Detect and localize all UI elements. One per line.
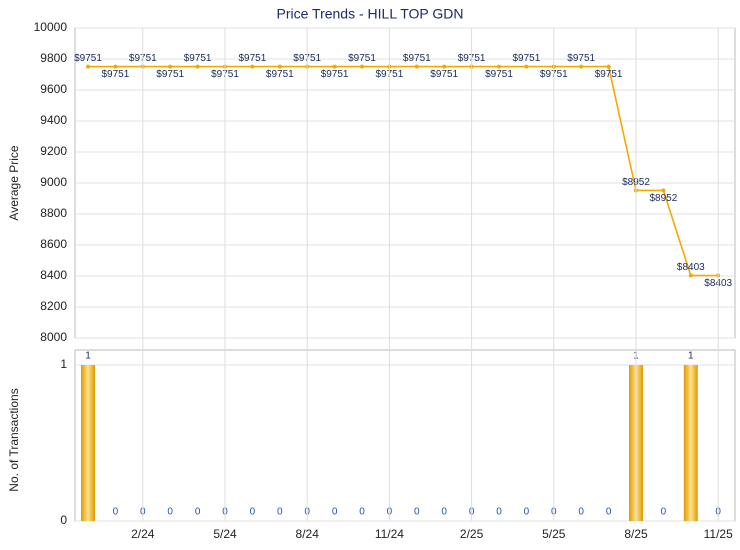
y-tick-label: 8800 (40, 206, 67, 220)
y-tick-label: 8000 (40, 330, 67, 344)
point (414, 64, 419, 69)
data-label: $9751 (101, 69, 129, 80)
x-tick-label: 8/25 (624, 527, 648, 541)
y-tick-label: 9000 (40, 175, 67, 189)
data-label: 0 (113, 507, 119, 518)
x-tick-label: 2/24 (131, 527, 155, 541)
data-label: 0 (524, 507, 530, 518)
data-label: 0 (441, 507, 447, 518)
data-label: $9751 (184, 53, 212, 64)
point (524, 64, 529, 69)
data-label: 1 (85, 351, 91, 362)
data-label: 0 (195, 507, 201, 518)
point (497, 64, 501, 69)
x-tick-label: 8/24 (296, 527, 320, 541)
data-label: $9751 (403, 53, 431, 64)
y-tick-label: 1 (60, 357, 67, 371)
data-label: 0 (496, 507, 502, 518)
point (332, 64, 337, 69)
point (661, 188, 666, 193)
bar (81, 365, 95, 521)
x-tick-label: 11/24 (375, 527, 404, 541)
y-tick-label: 10000 (34, 20, 68, 34)
data-label: $9751 (238, 53, 266, 64)
data-label: 0 (661, 507, 667, 518)
data-label: $9751 (595, 69, 623, 80)
data-label: 0 (606, 507, 612, 518)
point (688, 273, 693, 278)
data-label: 0 (250, 507, 256, 518)
data-label: $9751 (266, 69, 294, 80)
y-tick-label: 8400 (40, 268, 67, 282)
y-tick-label: 9200 (40, 144, 67, 158)
point (442, 64, 447, 69)
data-label: 1 (688, 351, 694, 362)
x-tick-label: 5/25 (542, 527, 566, 541)
point (579, 64, 584, 69)
x-tick-label: 2/25 (460, 527, 484, 541)
price-line (88, 65, 719, 277)
y-tick-label: 8200 (40, 299, 67, 313)
data-label: $9751 (156, 69, 184, 80)
x-tick-label: 5/24 (213, 527, 237, 541)
y-tick-label: 8600 (40, 237, 67, 251)
point (606, 64, 611, 69)
data-label: $9751 (74, 53, 102, 64)
y-axis-title: Average Price (7, 145, 21, 220)
point (277, 64, 282, 69)
y-tick-label: 9400 (40, 113, 67, 127)
x-tick-label: 11/25 (704, 527, 733, 541)
bar (683, 365, 698, 521)
data-label: 0 (277, 507, 283, 518)
y-tick-label: 9600 (40, 82, 67, 96)
data-label: $8403 (677, 262, 705, 273)
point (195, 64, 200, 69)
point (113, 64, 118, 69)
data-label: $9751 (430, 69, 458, 80)
data-label: 0 (167, 507, 173, 518)
chart-title: Price Trends - HILL TOP GDN (277, 6, 464, 22)
data-label: 0 (359, 507, 365, 518)
data-label: $9751 (512, 53, 540, 64)
data-label: $9751 (348, 53, 376, 64)
data-label: $9751 (321, 69, 349, 80)
point (250, 64, 255, 69)
data-label: 0 (414, 507, 420, 518)
point (360, 64, 364, 69)
point (86, 64, 90, 69)
y-tick-label: 9800 (40, 51, 67, 65)
data-label: $8952 (649, 193, 677, 204)
y-tick-label: 0 (60, 513, 67, 527)
data-label: 0 (332, 507, 338, 518)
data-label: $9751 (567, 53, 595, 64)
point (168, 64, 173, 69)
data-label: $9751 (485, 69, 513, 80)
y-axis-title: No. of Transactions (7, 388, 21, 491)
data-label: 0 (578, 507, 584, 518)
